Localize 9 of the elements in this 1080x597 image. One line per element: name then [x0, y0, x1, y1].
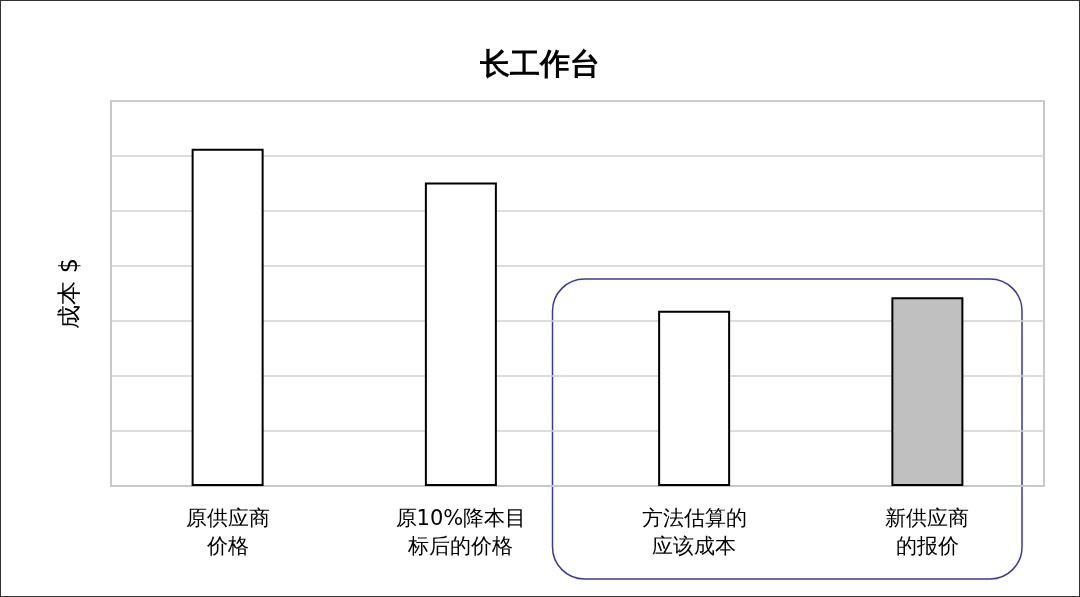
x-tick-label: 新供应商的报价: [885, 506, 970, 558]
x-tick-label: 原10%降本目标后的价格: [395, 506, 527, 558]
bar: [191, 148, 264, 486]
x-tick-label: 方法估算的应该成本: [641, 506, 747, 558]
bar: [424, 182, 497, 486]
y-axis-title: 成本 $: [55, 258, 83, 329]
chart-title: 长工作台: [479, 45, 600, 81]
bar: [658, 310, 731, 486]
x-tick-label: 原供应商价格: [185, 506, 270, 558]
